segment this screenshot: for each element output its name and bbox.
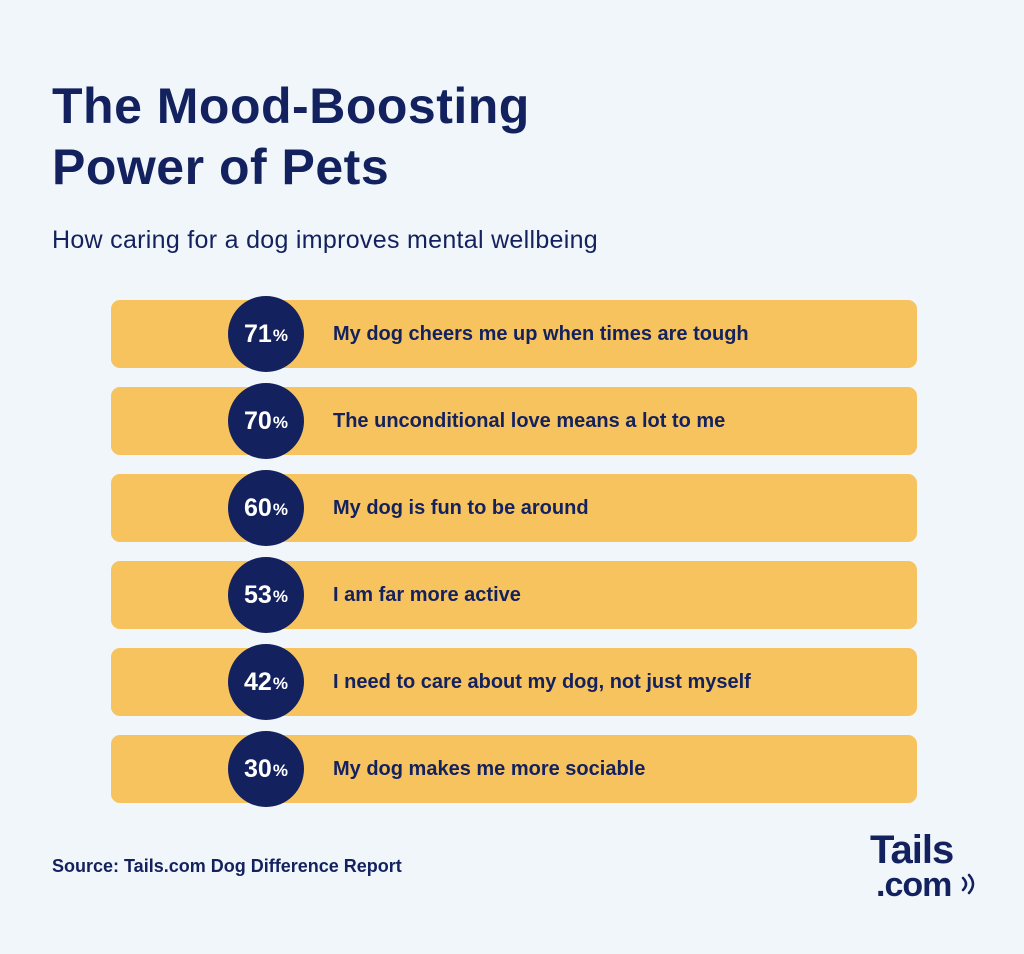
- percent-sign: %: [272, 500, 288, 519]
- tails-logo: Tails .com: [868, 828, 988, 908]
- logo-text-com: .com: [876, 866, 952, 904]
- percent-sign: %: [272, 761, 288, 780]
- stat-label: My dog cheers me up when times are tough: [333, 322, 749, 345]
- percent-value: 60: [244, 493, 272, 522]
- percent-badge: 60%: [228, 470, 304, 546]
- stat-label: My dog makes me more sociable: [333, 757, 646, 780]
- percent-value: 42: [244, 667, 272, 696]
- title-line-2: Power of Pets: [52, 139, 390, 195]
- percent-sign: %: [272, 326, 288, 345]
- chart-subtitle: How caring for a dog improves mental wel…: [52, 226, 599, 254]
- chart-title: The Mood-Boosting Power of Pets: [52, 76, 530, 198]
- stat-label: My dog is fun to be around: [333, 496, 589, 519]
- percent-value: 71: [244, 319, 272, 348]
- stat-label: I am far more active: [333, 583, 521, 606]
- percent-sign: %: [272, 413, 288, 432]
- percent-badge: 70%: [228, 383, 304, 459]
- percent-badge: 30%: [228, 731, 304, 807]
- percent-badge: 42%: [228, 644, 304, 720]
- percent-badge: 53%: [228, 557, 304, 633]
- percent-sign: %: [272, 674, 288, 693]
- percent-sign: %: [272, 587, 288, 606]
- percent-value: 30: [244, 754, 272, 783]
- percent-badge: 71%: [228, 296, 304, 372]
- percent-value: 70: [244, 406, 272, 435]
- stat-label: The unconditional love means a lot to me: [333, 409, 726, 432]
- sound-waves-icon: [961, 873, 975, 895]
- stat-label: I need to care about my dog, not just my…: [333, 670, 751, 693]
- source-note: Source: Tails.com Dog Difference Report: [52, 856, 402, 876]
- percent-value: 53: [244, 580, 272, 609]
- logo-text-tails: Tails: [870, 828, 954, 872]
- title-line-1: The Mood-Boosting: [52, 78, 530, 134]
